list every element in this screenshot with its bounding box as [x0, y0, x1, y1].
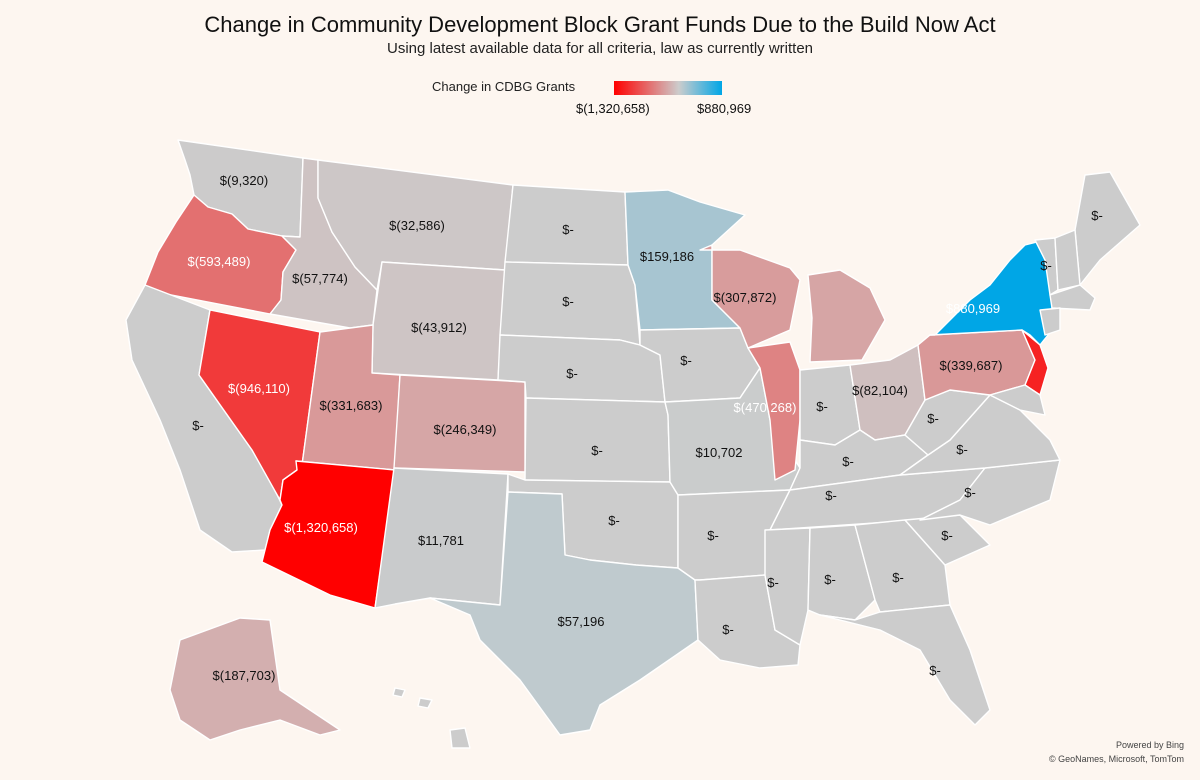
state-label-nc: $-	[964, 485, 976, 500]
state-label-la: $-	[722, 622, 734, 637]
state-in	[799, 364, 861, 446]
map-subtitle: Using latest available data for all crit…	[386, 40, 813, 57]
state-me	[1074, 171, 1141, 286]
legend-min-label: $(1,320,658)	[576, 101, 650, 116]
state-label-ca: $-	[192, 418, 204, 433]
state-label-nv: $(946,110)	[228, 381, 290, 396]
state-nc	[919, 459, 1061, 526]
state-label-mo: $10,702	[696, 445, 743, 460]
credit-powered-by: Powered by Bing	[1115, 740, 1184, 750]
state-fl	[819, 604, 991, 726]
state-label-ms: $-	[767, 575, 779, 590]
state-label-id: $(57,774)	[292, 271, 348, 286]
state-mi	[807, 269, 886, 363]
state-label-ne: $-	[566, 366, 578, 381]
state-tx	[429, 491, 699, 736]
state-label-pa: $(339,687)	[940, 358, 1003, 373]
state-il	[747, 341, 801, 481]
state-label-fl: $-	[929, 663, 941, 678]
state-label-wi: $(307,872)	[714, 290, 777, 305]
state-label-ak: $(187,703)	[213, 668, 276, 683]
state-label-az: $(1,320,658)	[284, 520, 358, 535]
state-label-ky: $-	[842, 454, 854, 469]
state-label-wy: $(43,912)	[411, 320, 467, 335]
state-label-in: $-	[816, 399, 828, 414]
state-label-ga: $-	[892, 570, 904, 585]
state-label-ny: $880,969	[946, 301, 1000, 316]
state-label-or: $(593,489)	[188, 254, 251, 269]
state-label-oh: $(82,104)	[852, 383, 908, 398]
state-label-wa: $(9,320)	[220, 173, 268, 188]
legend-gradient-bar	[614, 81, 722, 95]
state-nh	[1054, 229, 1081, 291]
state-label-nd: $-	[562, 222, 574, 237]
state-label-al: $-	[824, 572, 836, 587]
credit-attribution: © GeoNames, Microsoft, TomTom	[1049, 754, 1184, 764]
state-label-va: $-	[956, 442, 968, 457]
state-label-ar: $-	[707, 528, 719, 543]
state-label-ks: $-	[591, 443, 603, 458]
state-label-mn: $159,186	[640, 249, 694, 264]
state-label-ok: $-	[608, 513, 620, 528]
state-ks	[524, 397, 671, 483]
legend-max-label: $880,969	[697, 101, 752, 116]
state-label-nm: $11,781	[418, 533, 464, 548]
state-md	[989, 384, 1046, 416]
state-label-ia: $-	[680, 353, 692, 368]
state-label-il: $(470,268)	[734, 400, 797, 415]
state-ak	[169, 617, 341, 741]
state-ct	[1039, 307, 1061, 336]
state-label-ut: $(331,683)	[320, 398, 383, 413]
state-label-mt: $(32,586)	[389, 218, 445, 233]
state-label-sc: $-	[941, 528, 953, 543]
state-wi	[699, 244, 801, 349]
state-ny	[929, 239, 1053, 346]
state-label-tx: $57,196	[558, 614, 605, 629]
state-ma	[1049, 284, 1096, 311]
state-label-wv: $-	[927, 411, 939, 426]
state-label-vt: $-	[1040, 258, 1052, 273]
state-hi	[392, 687, 471, 749]
state-label-sd: $-	[562, 294, 574, 309]
state-label-co: $(246,349)	[434, 422, 497, 437]
state-label-tn: $-	[825, 488, 837, 503]
state-label-me: $-	[1091, 208, 1103, 223]
state-vt	[1034, 237, 1059, 296]
map-title: Change in Community Development Block Gr…	[204, 12, 996, 37]
legend-title: Change in CDBG Grants	[432, 79, 576, 94]
